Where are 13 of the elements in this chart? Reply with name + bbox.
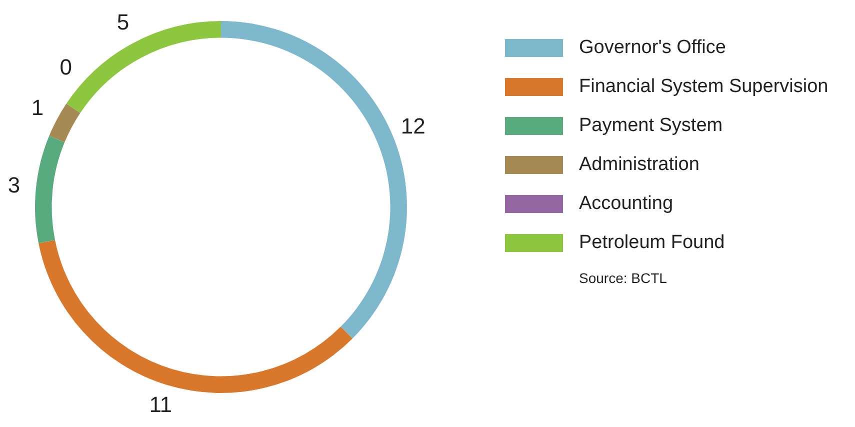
data-label: 1 xyxy=(31,95,44,120)
legend-label: Financial System Supervision xyxy=(579,76,828,98)
data-label: 11 xyxy=(149,392,172,418)
data-label: 5 xyxy=(116,10,130,35)
source-note: Source: BCTL xyxy=(579,270,668,286)
legend-label: Payment System xyxy=(579,114,723,136)
legend-label: Accounting xyxy=(579,192,674,214)
text: 0 xyxy=(60,54,72,80)
legend-label: Governor's Office xyxy=(579,36,726,58)
legend-label: Petroleum Found xyxy=(579,232,725,254)
legend-label: Administration xyxy=(579,154,700,176)
data-label: 3 xyxy=(8,172,20,198)
data-label: 12 xyxy=(400,113,426,138)
